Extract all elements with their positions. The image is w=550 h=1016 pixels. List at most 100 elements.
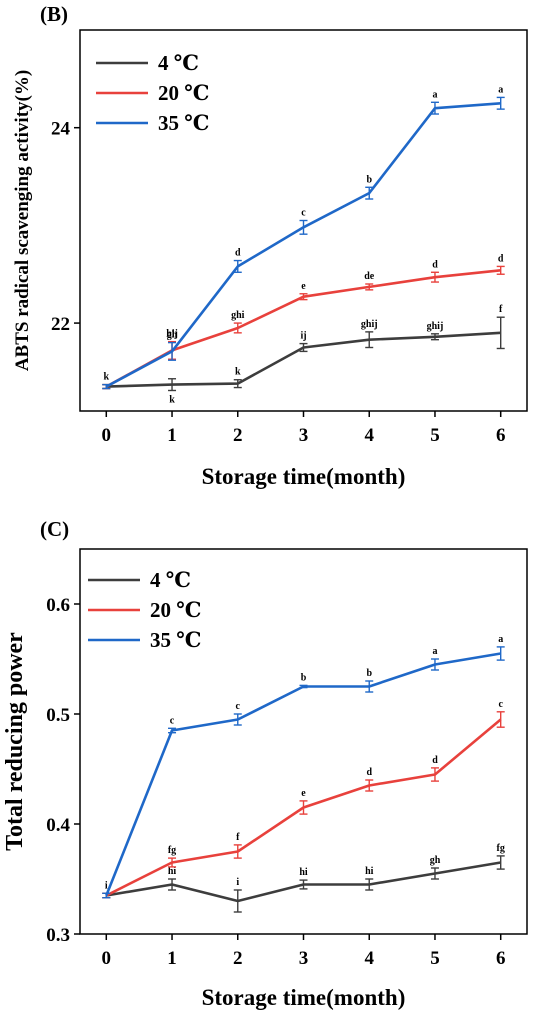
error-bar xyxy=(233,259,242,273)
reducing-power-chart: (C) 0 1 2 3 4 5 6 0.3 0.4 0.5 0.6 Storage time(month… xyxy=(2,517,528,1010)
error-bar xyxy=(496,711,505,728)
significance-letter: b xyxy=(366,174,372,185)
significance-letter: k xyxy=(169,394,175,405)
significance-letter: d xyxy=(235,248,241,259)
error-bar xyxy=(365,680,374,693)
error-bar xyxy=(496,855,505,870)
x-tick-label: 3 xyxy=(299,425,309,446)
series-2 xyxy=(102,646,505,899)
error-bar xyxy=(102,383,111,390)
x-tick-label: 6 xyxy=(496,948,506,969)
significance-letter: fg xyxy=(168,845,176,856)
legend: 4 ℃ 20 ℃ 35 ℃ xyxy=(88,568,201,652)
error-bar xyxy=(299,879,308,890)
significance-letter: d xyxy=(366,767,372,778)
significance-letter: d xyxy=(432,755,438,766)
error-bar xyxy=(168,727,177,734)
error-bar xyxy=(496,265,505,275)
error-bar xyxy=(168,341,177,361)
legend-label: 20 ℃ xyxy=(158,81,209,105)
significance-letter: i xyxy=(236,877,239,888)
error-bar xyxy=(233,713,242,726)
error-bar xyxy=(365,186,374,200)
x-axis-title: Storage time(month) xyxy=(202,464,406,489)
x-tick-label: 1 xyxy=(167,948,177,969)
significance-letter: gh xyxy=(430,855,441,866)
error-bar xyxy=(299,684,308,689)
error-bar xyxy=(430,658,439,671)
error-bar xyxy=(430,867,439,880)
error-bar xyxy=(233,379,242,389)
x-tick-label: 2 xyxy=(233,948,243,969)
error-bar xyxy=(233,322,242,334)
error-bar xyxy=(233,844,242,859)
significance-letter: ij xyxy=(300,331,306,342)
significance-letter: k xyxy=(104,372,110,383)
significance-letter: b xyxy=(366,668,372,679)
error-bar xyxy=(168,378,177,392)
y-tick-label: 0.5 xyxy=(46,705,70,726)
y-tick-label: 22 xyxy=(51,314,70,335)
y-tick-label: 24 xyxy=(51,119,71,140)
significance-letter: hi xyxy=(365,866,374,877)
y-axis-title: ABTS radical scavenging activity(%) xyxy=(12,70,33,371)
y-tick-label: 0.3 xyxy=(46,925,70,946)
series-2 xyxy=(102,96,505,390)
significance-letter: c xyxy=(170,715,175,726)
significance-letter: c xyxy=(301,208,306,219)
x-tick-label: 2 xyxy=(233,425,243,446)
significance-letter: k xyxy=(235,367,241,378)
error-bar xyxy=(430,767,439,782)
panel-label: (B) xyxy=(40,2,68,26)
error-bar xyxy=(496,646,505,661)
significance-letter: d xyxy=(498,253,504,264)
significance-letter: ghij xyxy=(427,321,444,332)
error-bar xyxy=(299,219,308,235)
y-tick-label: 0.4 xyxy=(46,815,70,836)
error-bar xyxy=(496,316,505,350)
error-bar xyxy=(365,331,374,349)
x-tick-label: 0 xyxy=(102,425,112,446)
significance-letter: de xyxy=(364,271,375,282)
error-bar xyxy=(299,800,308,815)
significance-letter: b xyxy=(301,672,307,683)
error-bar xyxy=(168,878,177,891)
error-bar xyxy=(496,96,505,110)
error-bar xyxy=(299,293,308,301)
significance-letter: ghij xyxy=(361,319,378,330)
series-0 xyxy=(102,316,505,392)
x-tick-label: 4 xyxy=(364,425,374,446)
significance-letter: i xyxy=(105,880,108,891)
error-bar xyxy=(365,878,374,891)
significance-letter: gh xyxy=(167,330,178,341)
error-bar xyxy=(430,101,439,115)
legend-label: 35 ℃ xyxy=(158,111,209,135)
significance-letter: f xyxy=(499,304,503,315)
significance-letter: fg xyxy=(497,843,505,854)
legend-label: 35 ℃ xyxy=(150,628,201,652)
abts-chart: (B) 0 1 2 3 4 5 6 22 24 Storage time(month) ABTS ra… xyxy=(12,2,528,489)
significance-letter: hij xyxy=(166,329,178,340)
y-axis-title: Total reducing power xyxy=(2,632,28,851)
x-tick-label: 6 xyxy=(496,425,506,446)
x-tick-label: 4 xyxy=(364,948,374,969)
error-bar xyxy=(299,342,308,353)
significance-letter: ghi xyxy=(231,310,245,321)
significance-letter: c xyxy=(498,699,503,710)
series-1 xyxy=(102,711,505,899)
panel-label: (C) xyxy=(40,517,69,541)
significance-letter: c xyxy=(236,701,241,712)
error-bar xyxy=(430,271,439,283)
y-tick-label: 0.6 xyxy=(46,595,70,616)
series-0 xyxy=(102,855,505,913)
x-tick-label: 0 xyxy=(102,948,112,969)
significance-letter: e xyxy=(301,281,306,292)
series-line xyxy=(105,652,501,896)
legend-label: 4 ℃ xyxy=(150,568,191,592)
legend-label: 20 ℃ xyxy=(150,598,201,622)
significance-letter: hi xyxy=(299,867,308,878)
chart-panel-c: (C) 0 1 2 3 4 5 6 0.3 0.4 0.5 0.6 Storage time(month… xyxy=(0,508,550,1016)
significance-letter: d xyxy=(432,259,438,270)
x-tick-label: 3 xyxy=(299,948,309,969)
significance-letter: a xyxy=(432,89,437,100)
